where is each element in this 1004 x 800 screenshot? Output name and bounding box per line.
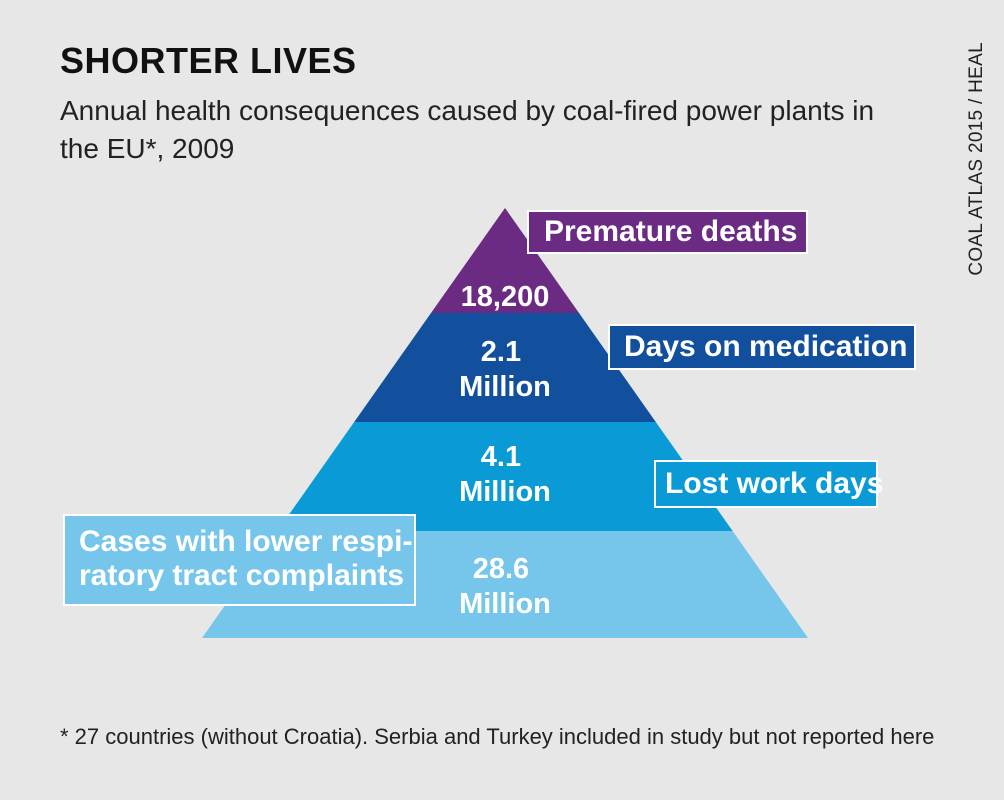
pyramid-level-days-on-medication — [354, 313, 656, 422]
category-label-line-1: Cases with lower respi- — [79, 525, 413, 558]
category-label-days-on-medication: Days on medication — [608, 324, 916, 370]
value-label-lost-work-days: 4.1 Million — [459, 441, 551, 508]
chart-subtitle: Annual health consequences caused by coa… — [60, 95, 875, 164]
pyramid-level-lost-work-days — [277, 422, 733, 531]
value-label-premature-deaths: 18,200 — [461, 281, 550, 313]
chart-title: SHORTER LIVES — [60, 40, 357, 81]
value-label-respiratory-complaints: 28.6 Million — [459, 553, 551, 620]
category-label-premature-deaths: Premature deaths — [527, 210, 808, 254]
pyramid-level-premature-deaths — [431, 208, 579, 313]
category-label-line-2: ratory tract complaints — [79, 559, 405, 592]
category-label-respiratory-complaints: Cases with lower respi- ratory tract com… — [63, 514, 416, 606]
value-label-days-on-medication: 2.1 Million — [459, 336, 551, 403]
footnote: * 27 countries (without Croatia). Serbia… — [60, 724, 935, 749]
category-label-lost-work-days: Lost work days — [654, 460, 883, 508]
